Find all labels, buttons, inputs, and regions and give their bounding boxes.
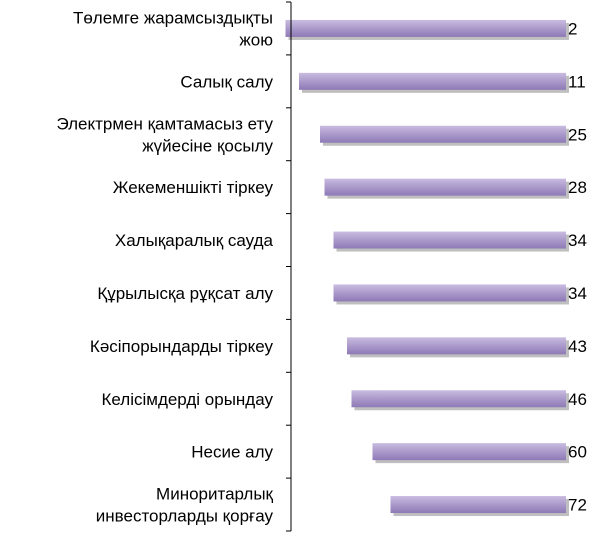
category-label: Электрмен қамтамасыз ету жүйесіне қосылу [56,114,273,155]
value-label: 72 [568,496,587,515]
value-labels: 2 11 25 28 34 34 43 46 60 72 [568,19,587,514]
value-label: 43 [568,337,587,356]
bar [333,284,566,302]
value-label: 25 [568,125,587,144]
category-label: Несие алу [191,443,273,462]
bar [351,390,566,408]
category-label: Жекеменшікті тіркеу [113,178,274,197]
value-label: 46 [568,390,587,409]
category-label: Төлемге жарамсыздықты жою [73,8,273,49]
category-label-line: Жекеменшікті тіркеу [113,178,274,197]
bar [320,125,566,143]
value-label: 28 [568,178,587,197]
value-label: 11 [568,72,586,91]
category-label-line: Төлемге жарамсыздықты [73,8,273,27]
category-label: Салық салу [180,72,273,91]
value-label: 34 [568,284,587,303]
category-label-line: Электрмен қамтамасыз ету [56,114,273,133]
category-label-line: жою [239,30,273,49]
bar-shadows [288,22,569,517]
category-label-line: Құрылысқа рұқсат алу [97,284,273,303]
category-label-line: Несие алу [191,443,273,462]
bar [333,231,566,249]
bar [285,19,566,37]
value-label: 34 [568,231,587,250]
category-label-line: Салық салу [180,72,273,91]
bar [299,72,566,90]
value-label: 60 [568,443,587,462]
category-label-line: Миноритарлық [156,485,274,504]
category-label-line: Келісімдерді орындау [101,390,273,409]
bar [324,178,566,196]
bar [347,337,566,355]
category-label: Келісімдерді орындау [101,390,273,409]
category-label-line: Кәсіпорындарды тіркеу [90,337,274,356]
category-label: Кәсіпорындарды тіркеу [90,337,274,356]
category-label: Миноритарлық инвесторларды қорғау [96,485,274,526]
category-label: Құрылысқа рұқсат алу [97,284,273,303]
axis-ticks [286,1,291,532]
bar [372,443,566,461]
category-label-line: инвесторларды қорғау [96,507,274,526]
value-label: 2 [568,19,577,38]
category-labels: Төлемге жарамсыздықты жою Салық салу Электр… [56,8,273,525]
category-label-line: жүйесіне қосылу [142,136,273,155]
category-label-line: Халықаралық сауда [115,231,274,250]
bars [285,19,566,514]
bar [390,496,566,514]
category-label: Халықаралық сауда [115,231,274,250]
